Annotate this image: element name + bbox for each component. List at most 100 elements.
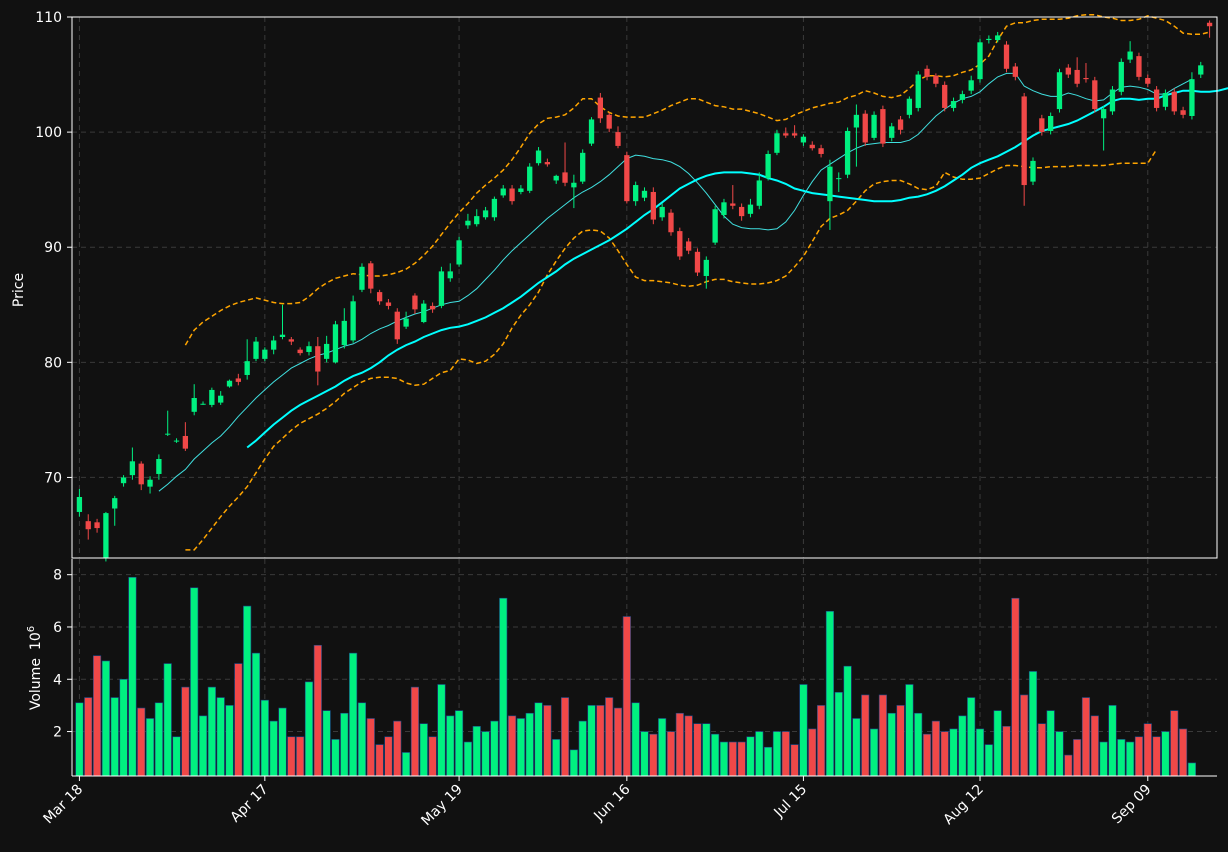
candle-body [995, 35, 1001, 41]
candle-body [341, 320, 347, 346]
candle-body [368, 263, 374, 289]
volume-bar [1152, 736, 1161, 777]
volume-bar [587, 705, 596, 777]
volume-bar [243, 605, 252, 777]
candle-body [641, 190, 648, 198]
candle-body [862, 113, 868, 143]
volume-bar [1064, 754, 1073, 777]
volume-bar [861, 694, 870, 777]
volume-bar [984, 744, 993, 777]
volume-bar [481, 731, 490, 777]
price-tick-label: 70 [44, 470, 62, 486]
candle-body [279, 334, 286, 337]
candle-body [844, 130, 851, 175]
volume-bar [251, 652, 261, 777]
volume-bar [817, 705, 826, 777]
candle-body [738, 206, 745, 217]
volume-bar [198, 715, 208, 777]
volume-bar [711, 733, 720, 777]
candlesticks [76, 20, 1213, 562]
volume-bar [1055, 731, 1064, 777]
candle-body [1065, 67, 1071, 75]
candle-body [756, 180, 762, 206]
volume-bar [428, 736, 437, 777]
volume-bar [870, 728, 879, 777]
volume-bar [1037, 723, 1046, 777]
volume-bar [145, 718, 155, 777]
candle-body [624, 155, 630, 202]
volume-bar [260, 699, 269, 777]
date-tick-label: Jul 15 [771, 782, 811, 822]
candle-body [1127, 51, 1133, 60]
volume-bar [746, 736, 755, 777]
volume-bar [349, 652, 358, 777]
volume-bar [940, 731, 949, 777]
candle-body [332, 324, 339, 363]
volume-bar [1099, 741, 1108, 777]
volume-bar [1108, 705, 1117, 777]
candle-body [544, 162, 551, 165]
volume-bar [658, 718, 667, 777]
volume-bar [931, 720, 940, 777]
volume-bar [225, 705, 234, 777]
volume-bar [128, 577, 137, 777]
candle-body [889, 126, 895, 138]
date-tick-label: May 19 [418, 782, 466, 830]
bollinger-lower-line [185, 148, 1158, 551]
volume-bar [1002, 726, 1011, 777]
candle-body [1074, 69, 1080, 84]
candle-body [323, 343, 330, 359]
volume-bar [578, 720, 587, 777]
candle-body [350, 301, 356, 341]
volume-bar [852, 718, 861, 777]
volume-bar [764, 746, 773, 777]
candle-body [553, 175, 559, 181]
volume-bar [808, 728, 817, 777]
volume-bar [313, 644, 322, 777]
candle-body [173, 440, 180, 442]
volume-bar [781, 731, 790, 777]
candle-body [791, 133, 798, 136]
candle-body [650, 191, 656, 220]
volume-bar [1046, 710, 1055, 777]
volume-bar [322, 710, 331, 777]
candle-body [1206, 22, 1213, 27]
candle-body [562, 172, 568, 183]
candle-body [482, 210, 489, 218]
candle-body [94, 522, 100, 529]
volume-bar [843, 665, 852, 777]
volume-bar [975, 728, 985, 777]
volume-tick-label: 2 [53, 725, 62, 741]
candle-body [659, 206, 665, 218]
candle-body [112, 498, 118, 509]
candle-body [580, 152, 586, 182]
price-gridlines [72, 16, 1217, 558]
candle-body [1012, 66, 1018, 77]
candle-body [103, 513, 109, 558]
volume-bar [949, 728, 958, 777]
volume-bar [93, 655, 102, 777]
volume-bar [596, 705, 605, 777]
volume-bar [516, 718, 525, 777]
volume-bar [490, 720, 499, 777]
candle-body [836, 178, 842, 180]
price-tick-label: 110 [35, 10, 62, 26]
candle-body [968, 80, 974, 91]
volume-bar [234, 663, 243, 777]
volume-label-text: Volume [28, 658, 44, 710]
volume-bar [1011, 597, 1020, 777]
volume-bar [878, 694, 887, 777]
volume-bar [1073, 739, 1082, 777]
volume-bar [569, 749, 578, 777]
volume-axis-ticks: 2 4 6 8 [53, 568, 72, 741]
volume-bar [499, 597, 508, 777]
candle-body [253, 341, 259, 359]
candle-body [880, 109, 886, 144]
volume-bar [181, 686, 190, 777]
volume-bar [552, 739, 561, 777]
candle-body [76, 496, 83, 512]
volume-tick-label: 8 [53, 568, 62, 584]
volume-bar [967, 697, 976, 777]
candle-body [429, 305, 436, 310]
candle-body [447, 271, 453, 279]
